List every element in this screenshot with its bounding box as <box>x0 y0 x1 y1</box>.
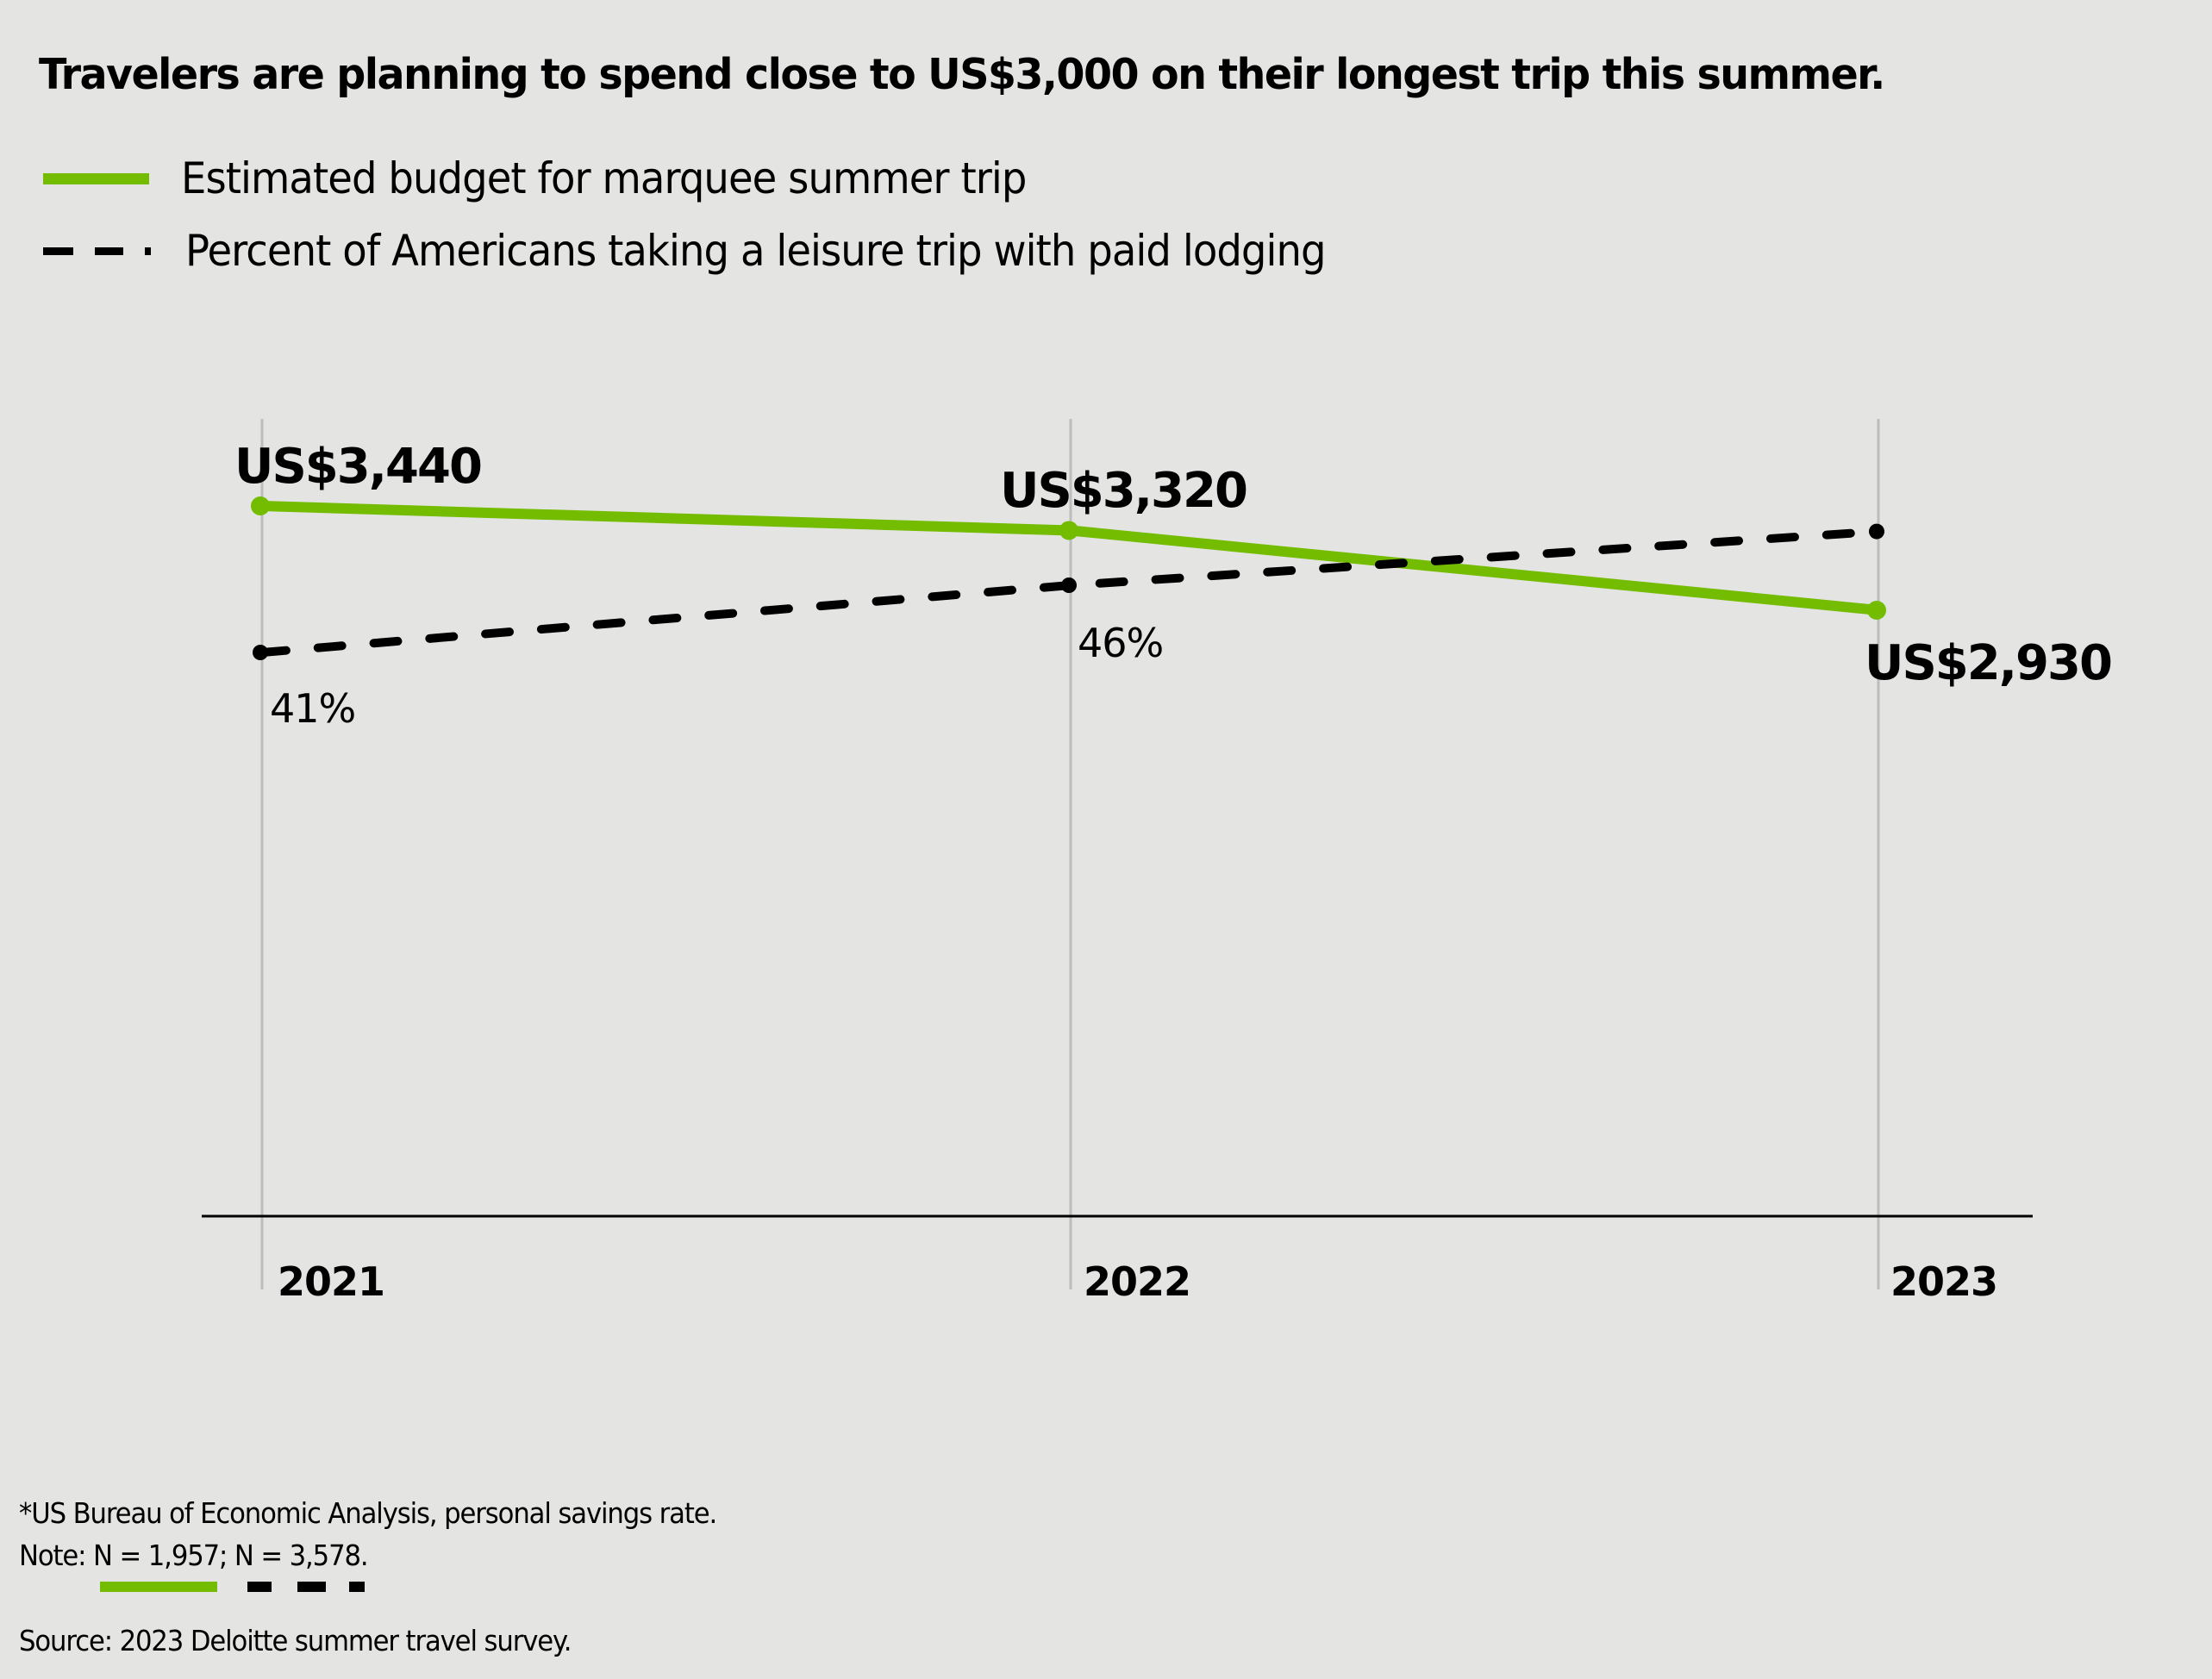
data-point-budget-2021 <box>251 496 270 515</box>
data-point-budget-2023 <box>1867 601 1886 620</box>
x-tick-label-2022: 2022 <box>1084 1258 1190 1305</box>
data-label-percent-2022: 46% <box>1078 620 1163 666</box>
chart-title: Travelers are planning to spend close to… <box>39 50 1885 99</box>
data-point-budget-2022 <box>1059 521 1078 540</box>
x-tick-label-2021: 2021 <box>278 1258 384 1305</box>
note-swatch-dash <box>349 1582 365 1592</box>
data-label-budget-2022: US$3,320 <box>1000 463 1247 519</box>
legend-swatch-solid-green <box>43 172 149 184</box>
source-note: Source: 2023 Deloitte summer travel surv… <box>19 1624 572 1657</box>
data-label-budget-2023: US$2,930 <box>1865 635 2111 691</box>
legend-label: Estimated budget for marquee summer trip <box>181 153 1027 203</box>
footnote: *US Bureau of Economic Analysis, persona… <box>19 1496 717 1530</box>
sample-size-note: Note: N = 1,957; N = 3,578. <box>19 1539 369 1572</box>
legend-item-budget: Estimated budget for marquee summer trip <box>43 153 1090 203</box>
x-tick-label-2023: 2023 <box>1890 1258 1997 1305</box>
data-label-budget-2021: US$3,440 <box>234 439 481 495</box>
legend-label: Percent of Americans taking a leisure tr… <box>185 226 1327 276</box>
data-label-percent-2021: 41% <box>270 685 355 732</box>
legend-swatch-dashed-black <box>43 247 151 255</box>
data-point-percent-2022 <box>1061 577 1077 593</box>
legend-item-percent: Percent of Americans taking a leisure tr… <box>43 226 1411 276</box>
data-point-percent-2021 <box>253 645 268 660</box>
data-point-percent-2023 <box>1869 523 1884 540</box>
note-swatch-green <box>100 1582 217 1592</box>
note-swatch-dash <box>297 1582 326 1592</box>
note-swatch-dash <box>247 1582 272 1592</box>
